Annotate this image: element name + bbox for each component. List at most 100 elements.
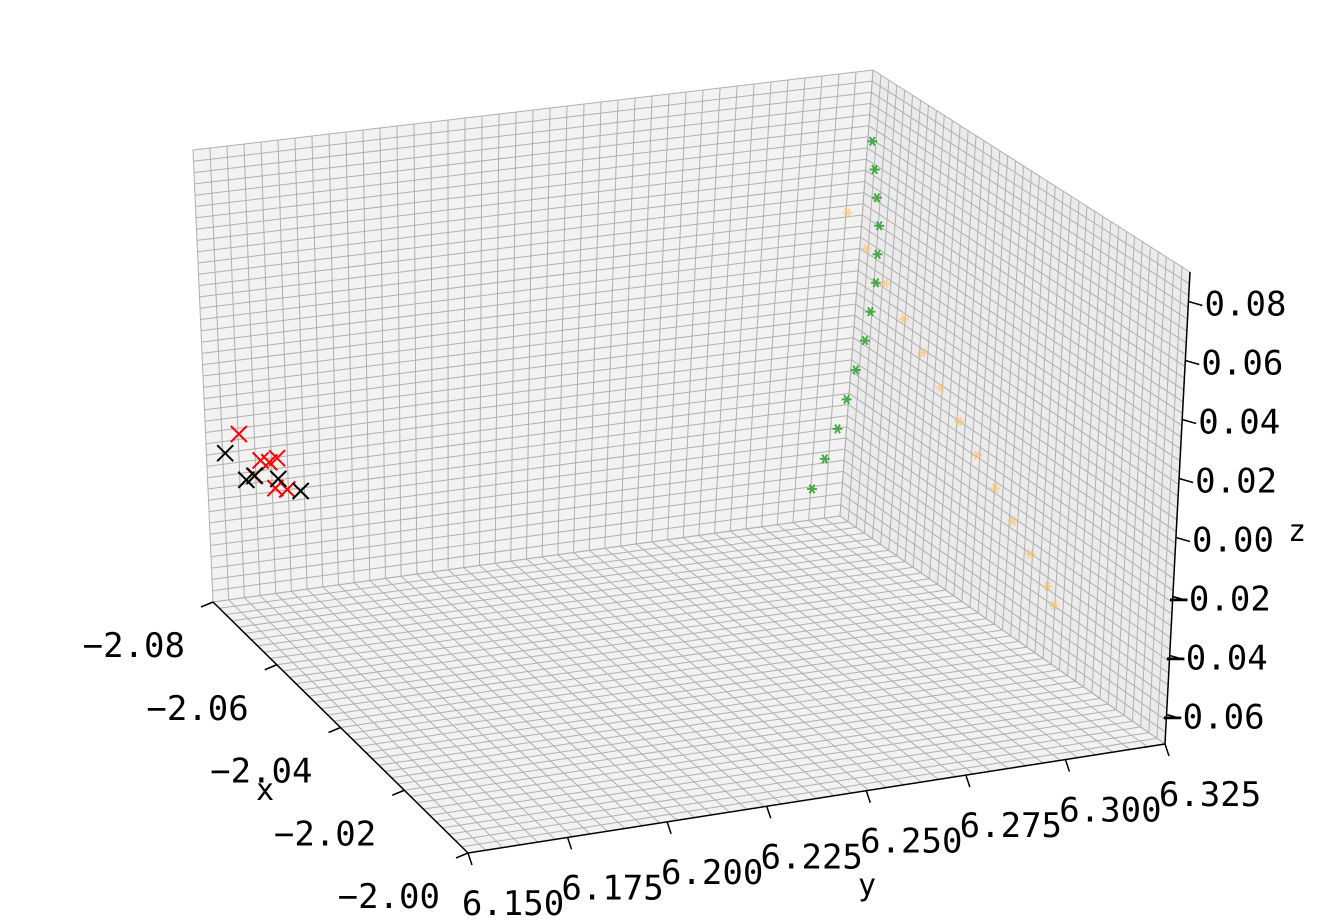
side-grid-line bbox=[863, 192, 1184, 403]
z-tick-mark bbox=[1169, 654, 1184, 661]
back-grid-line bbox=[682, 89, 704, 538]
star-stroke bbox=[991, 483, 999, 494]
back-grid-line bbox=[620, 97, 636, 547]
green-trajectory-point bbox=[850, 365, 861, 375]
side-grid-line bbox=[859, 247, 1181, 462]
y-tick-label: 6.250 bbox=[860, 822, 962, 862]
star-stroke bbox=[1050, 600, 1058, 611]
chart-marks bbox=[216, 136, 1059, 611]
floor-grid-line bbox=[729, 530, 1044, 764]
x-tick-label: −2.06 bbox=[146, 689, 248, 729]
side-grid-line bbox=[860, 236, 1181, 450]
back-grid-line bbox=[194, 102, 871, 185]
floor-grid-line bbox=[372, 658, 1044, 760]
side-grid-line bbox=[1058, 206, 1088, 670]
red-cluster-point bbox=[268, 449, 286, 467]
star-stroke bbox=[867, 306, 874, 317]
green-trajectory-point bbox=[869, 164, 880, 175]
floor-grid-line bbox=[651, 541, 957, 778]
floor-grid-line bbox=[714, 532, 1026, 767]
back-grid-line bbox=[698, 87, 721, 536]
y-tick-mark bbox=[666, 821, 672, 835]
y-tick-label: 6.300 bbox=[1059, 791, 1161, 831]
side-grid-line bbox=[866, 158, 1186, 367]
chart-ticks: −2.08 −2.06 −2.04 −2.02 −2.00 6.1506.1756.200… bbox=[83, 285, 1287, 921]
floor-grid-line bbox=[397, 680, 1076, 785]
z-axis-line bbox=[1164, 271, 1191, 745]
x-stroke bbox=[268, 449, 286, 467]
back-grid-line bbox=[761, 79, 789, 527]
green-trajectory-point bbox=[872, 249, 883, 260]
side-grid-line bbox=[1140, 256, 1167, 727]
orange-trajectory-point bbox=[935, 382, 946, 393]
back-grid-line bbox=[635, 95, 653, 544]
green-trajectory-point bbox=[859, 335, 870, 346]
side-grid-line bbox=[861, 225, 1182, 438]
side-grid-line bbox=[870, 103, 1189, 308]
side-grid-line bbox=[869, 114, 1188, 320]
floor-grid-line bbox=[404, 686, 1084, 791]
x-stroke bbox=[269, 470, 288, 488]
floor-grid-line bbox=[416, 697, 1101, 804]
side-grid-line bbox=[1026, 186, 1056, 648]
back-grid-line bbox=[192, 69, 874, 151]
floor-grid-line bbox=[436, 715, 1125, 823]
back-grid-line bbox=[193, 91, 872, 174]
star-stroke bbox=[873, 192, 881, 203]
y-tick-mark bbox=[566, 837, 573, 850]
y-tick-label: 6.200 bbox=[661, 853, 763, 893]
floor-grid-line bbox=[557, 554, 852, 794]
side-grid-line bbox=[865, 169, 1185, 379]
side-grid-line bbox=[1099, 231, 1128, 699]
y-tick-mark bbox=[1164, 743, 1170, 757]
side-grid-line bbox=[1010, 176, 1040, 636]
side-grid-line bbox=[857, 270, 1180, 485]
x-tick-label: −2.00 bbox=[338, 877, 440, 917]
floor-grid-line bbox=[682, 537, 992, 772]
x-stroke bbox=[216, 444, 234, 462]
floor-grid-line bbox=[448, 726, 1141, 835]
z-tick-mark bbox=[1181, 418, 1197, 425]
back-grid-line bbox=[729, 83, 755, 532]
x-tick-mark bbox=[200, 601, 214, 608]
z-tick-mark bbox=[1172, 595, 1188, 602]
x-tick-label: −2.04 bbox=[210, 752, 312, 792]
chart-grid bbox=[192, 69, 1191, 854]
floor-grid-line bbox=[410, 692, 1092, 798]
side-grid-line bbox=[1067, 211, 1096, 676]
x-tick-label: −2.08 bbox=[83, 626, 185, 666]
star-stroke bbox=[843, 394, 850, 405]
z-tick-label: −0.04 bbox=[1165, 639, 1267, 679]
back-grid-line bbox=[714, 85, 738, 534]
x-axis-label: x bbox=[256, 773, 274, 808]
green-trajectory-point bbox=[874, 220, 885, 231]
back-grid-line bbox=[202, 281, 858, 366]
star-stroke bbox=[821, 454, 829, 464]
orange-trajectory-point bbox=[861, 243, 872, 254]
side-grid-line bbox=[864, 181, 1185, 391]
back-grid-line bbox=[197, 169, 866, 253]
floor-grid-line bbox=[526, 558, 817, 799]
side-grid-line bbox=[1042, 196, 1072, 659]
side-grid-line bbox=[862, 203, 1183, 415]
star-stroke bbox=[863, 243, 870, 254]
black-cluster-point bbox=[237, 471, 256, 489]
back-grid-line bbox=[839, 69, 874, 517]
z-tick-mark bbox=[1175, 536, 1191, 543]
back-grid-line bbox=[197, 181, 865, 264]
orange-trajectory-point bbox=[972, 450, 983, 460]
back-grid-line bbox=[200, 236, 861, 320]
side-grid-line bbox=[871, 91, 1190, 297]
star-stroke bbox=[1044, 581, 1051, 592]
floor-grid-line bbox=[761, 526, 1079, 759]
back-grid-line bbox=[201, 270, 859, 354]
floor-grid-line bbox=[620, 545, 922, 783]
orange-trajectory-point bbox=[917, 348, 928, 359]
z-axis-label: z bbox=[1288, 514, 1306, 549]
x-tick-mark bbox=[328, 726, 341, 734]
floor-grid-line bbox=[365, 652, 1036, 754]
floor-grid-line bbox=[792, 522, 1114, 753]
orange-trajectory-point bbox=[898, 313, 909, 324]
floor-grid-line bbox=[423, 703, 1109, 810]
